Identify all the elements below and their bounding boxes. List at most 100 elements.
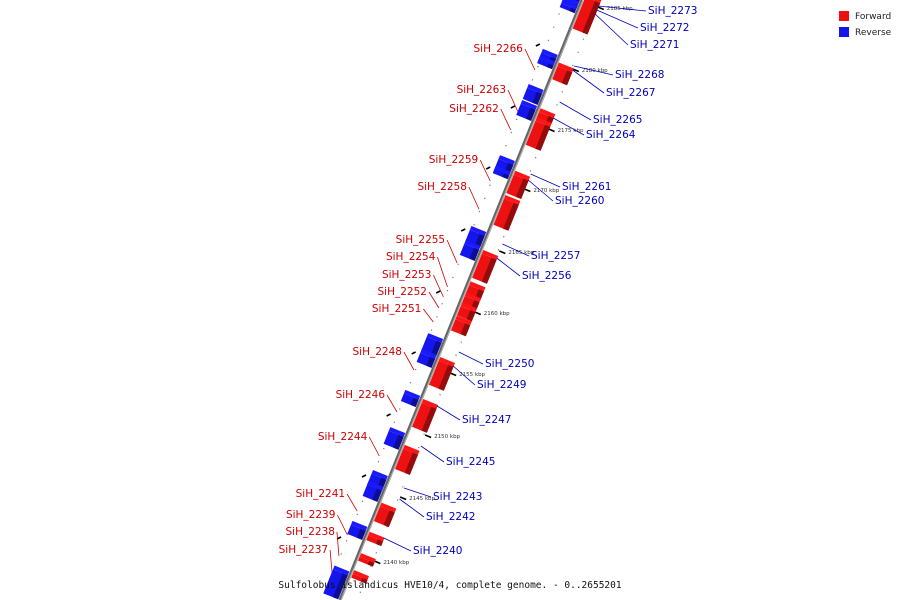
reverse-gene-shade [532, 91, 543, 105]
reverse-gene-top [498, 155, 515, 165]
forward-gene-label: SiH_2246 [336, 389, 386, 401]
forward-gene-leader [329, 549, 333, 574]
forward-gene-label: SiH_2244 [318, 431, 368, 443]
reverse-gene-leader [502, 243, 530, 257]
reverse-gene [400, 389, 421, 407]
kbp-tick [524, 188, 531, 193]
reverse-gene-top [350, 520, 368, 531]
forward-gene [552, 62, 574, 86]
forward-gene-shade [367, 560, 375, 567]
kbp-tick-label: 2140 kbp [383, 560, 409, 566]
reverse-gene-leader [572, 69, 605, 94]
forward-gene-top [538, 108, 556, 118]
minor-tick [485, 166, 491, 170]
reverse-gene-leader [496, 257, 521, 277]
forward-gene-top [464, 292, 482, 303]
kbp-tick [548, 128, 555, 133]
forward-gene-leader [337, 514, 348, 536]
forward-gene [472, 249, 499, 284]
forward-gene-top [503, 195, 521, 205]
reverse-gene [516, 99, 538, 121]
reverse-gene-label: SiH_2240 [413, 545, 462, 557]
forward-gene-label: SiH_2254 [386, 251, 436, 263]
reverse-gene-shade [356, 528, 366, 540]
forward-gene [395, 444, 420, 475]
reverse-gene-top [426, 333, 444, 343]
reverse-gene-shade [475, 233, 485, 247]
forward-gene-leader [500, 108, 512, 131]
reverse-gene-leader [598, 5, 647, 12]
reverse-gene-top [527, 83, 544, 94]
kbp-tick-label: 2185 kbp [607, 6, 633, 12]
reverse-gene-leader [559, 101, 592, 121]
forward-gene-top [535, 116, 552, 127]
reverse-gene-shade [426, 356, 436, 368]
reverse-gene [416, 348, 437, 368]
reverse-gene-top [469, 225, 487, 236]
forward-gene-shade [383, 510, 395, 528]
forward-gene-leader [433, 274, 444, 298]
kbp-tick [474, 311, 482, 316]
forward-gene-leader [336, 531, 340, 557]
forward-gene [358, 553, 376, 567]
reverse-gene-shade [502, 173, 510, 180]
minor-tick [361, 474, 367, 478]
kbp-tick-label: 2155 kbp [459, 372, 485, 378]
forward-gene-leader [346, 493, 358, 512]
reverse-gene-shade [546, 63, 554, 70]
reverse-gene-top [371, 469, 388, 480]
reverse-gene-top [420, 348, 437, 359]
reverse-gene-top [538, 55, 555, 66]
reverse-gene-label: SiH_2268 [615, 69, 664, 81]
forward-gene-label: SiH_2238 [285, 526, 334, 538]
reverse-gene-label: SiH_2245 [446, 456, 495, 468]
reverse-gene-label: SiH_2272 [640, 22, 689, 34]
forward-gene-shade [466, 310, 476, 322]
forward-gene-leader [479, 159, 491, 182]
reverse-gene-label: SiH_2250 [485, 358, 534, 370]
forward-gene [450, 315, 472, 337]
reverse-gene-top [367, 480, 384, 491]
reverse-gene-shade [525, 107, 536, 121]
forward-gene-shade [421, 406, 437, 433]
reverse-gene-top [541, 48, 558, 59]
kbp-tick [424, 434, 432, 439]
reverse-gene-top [561, 0, 578, 10]
reverse-gene-label: SiH_2273 [648, 5, 697, 17]
forward-gene-label: SiH_2258 [417, 181, 466, 193]
forward-gene-leader [468, 186, 480, 210]
forward-gene-leader [446, 239, 458, 264]
forward-gene-top [460, 302, 478, 313]
forward-gene [525, 116, 552, 151]
forward-gene-top [513, 170, 531, 181]
forward-gene-shade [535, 124, 551, 151]
reverse-gene-leader [458, 351, 484, 365]
forward-gene-label: SiH_2252 [378, 286, 427, 298]
reverse-gene-bottom-shade [332, 573, 348, 600]
forward-gene-leader [386, 394, 398, 413]
forward-gene-label: SiH_2237 [279, 544, 328, 556]
minor-tick [510, 105, 516, 109]
minor-tick [535, 43, 541, 47]
forward-gene [351, 570, 370, 584]
forward-gene-label: SiH_2239 [286, 509, 335, 521]
forward-gene-leader [403, 351, 415, 371]
reverse-gene [492, 165, 511, 180]
reverse-gene-shade [569, 7, 577, 14]
forward-gene-label: SiH_2259 [429, 154, 478, 166]
forward-gene [373, 502, 397, 528]
forward-gene-shade [404, 452, 419, 475]
reverse-gene-label: SiH_2249 [477, 379, 526, 391]
forward-gene-top [379, 502, 397, 513]
reverse-gene-leader [383, 537, 412, 552]
reverse-gene [559, 0, 578, 14]
kbp-tick-label: 2150 kbp [434, 434, 460, 440]
minor-tick [386, 413, 391, 417]
forward-gene-label: SiH_2263 [457, 84, 506, 96]
reverse-gene-leader [403, 487, 432, 498]
forward-gene-top [469, 281, 486, 292]
forward-gene-shade [438, 364, 454, 391]
forward-gene-top-shade [582, 0, 601, 35]
forward-gene-top [481, 249, 499, 260]
forward-gene-top [359, 553, 376, 563]
